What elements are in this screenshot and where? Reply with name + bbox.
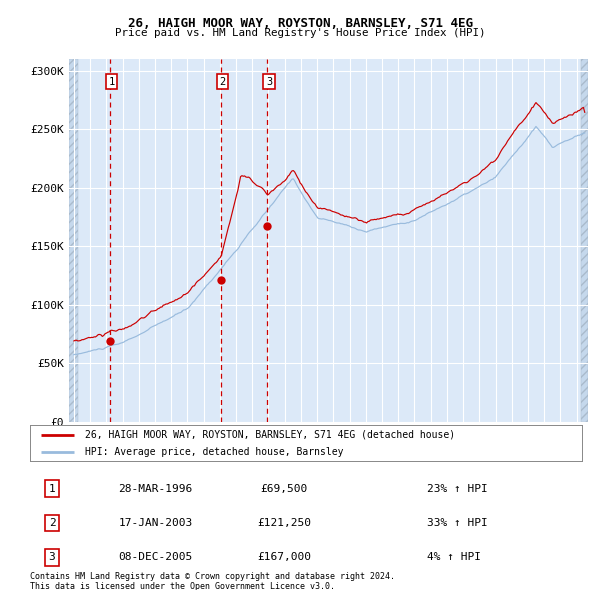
Text: 08-DEC-2005: 08-DEC-2005	[118, 552, 193, 562]
Text: 26, HAIGH MOOR WAY, ROYSTON, BARNSLEY, S71 4EG: 26, HAIGH MOOR WAY, ROYSTON, BARNSLEY, S…	[128, 17, 473, 30]
Text: 2: 2	[219, 77, 226, 87]
Text: 2: 2	[49, 518, 55, 528]
Text: Contains HM Land Registry data © Crown copyright and database right 2024.: Contains HM Land Registry data © Crown c…	[30, 572, 395, 581]
Text: £167,000: £167,000	[257, 552, 311, 562]
Bar	[581, 59, 588, 422]
Bar	[69, 59, 78, 422]
Text: 4% ↑ HPI: 4% ↑ HPI	[427, 552, 481, 562]
Text: 1: 1	[109, 77, 115, 87]
Text: 23% ↑ HPI: 23% ↑ HPI	[427, 484, 488, 494]
Text: 17-JAN-2003: 17-JAN-2003	[118, 518, 193, 528]
Text: 33% ↑ HPI: 33% ↑ HPI	[427, 518, 488, 528]
Text: 28-MAR-1996: 28-MAR-1996	[118, 484, 193, 494]
Text: 3: 3	[266, 77, 272, 87]
Text: This data is licensed under the Open Government Licence v3.0.: This data is licensed under the Open Gov…	[30, 582, 335, 590]
Text: Price paid vs. HM Land Registry's House Price Index (HPI): Price paid vs. HM Land Registry's House …	[115, 28, 485, 38]
Text: £121,250: £121,250	[257, 518, 311, 528]
Text: HPI: Average price, detached house, Barnsley: HPI: Average price, detached house, Barn…	[85, 447, 344, 457]
Text: 26, HAIGH MOOR WAY, ROYSTON, BARNSLEY, S71 4EG (detached house): 26, HAIGH MOOR WAY, ROYSTON, BARNSLEY, S…	[85, 430, 455, 440]
Text: 3: 3	[49, 552, 55, 562]
Text: £69,500: £69,500	[260, 484, 308, 494]
Text: 1: 1	[49, 484, 55, 494]
